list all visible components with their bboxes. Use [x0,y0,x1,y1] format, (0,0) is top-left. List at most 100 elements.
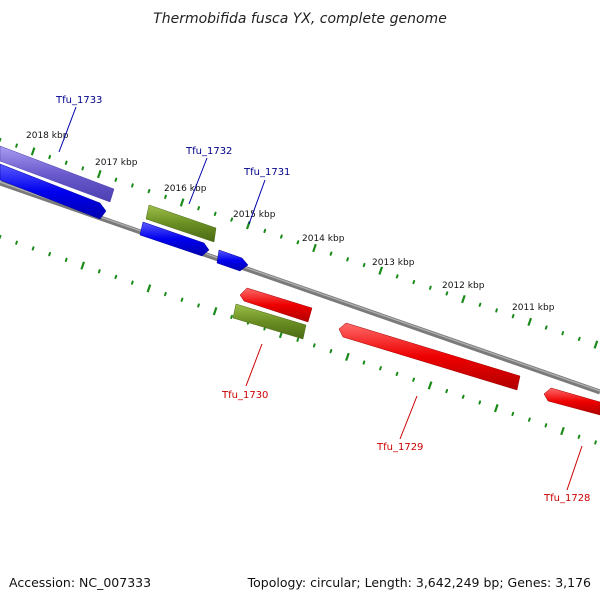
gene-feature-arrow[interactable] [543,387,600,416]
scale-minor-tick [131,280,134,285]
forward-scale-ticks [0,137,599,349]
scale-minor-tick [362,262,366,268]
scale-major-tick [378,266,384,275]
scale-minor-tick [114,274,118,280]
scale-minor-tick [478,302,482,307]
scale-minor-tick [412,377,415,382]
kbp-label: 2013 kbp [372,258,415,268]
scale-major-tick [212,307,218,316]
scale-major-tick [312,243,317,253]
scale-minor-tick [495,308,498,313]
scale-minor-tick [114,177,118,182]
gene-label-tfu-1728[interactable]: Tfu_1728 [543,493,590,504]
scale-major-tick [461,294,466,304]
scale-major-tick [560,426,565,436]
scale-minor-tick [230,217,234,222]
kbp-label: 2017 kbp [95,158,138,168]
scale-minor-tick [461,394,465,399]
scale-major-tick [527,317,533,326]
scale-minor-tick [164,291,167,297]
scale-minor-tick [544,325,548,330]
genome-stats-text: Topology: circular; Length: 3,642,249 bp… [247,575,591,590]
scale-minor-tick [312,343,316,348]
leader-line [399,395,418,440]
scale-major-tick [96,169,102,179]
kbp-label: 2016 kbp [164,184,207,194]
kbp-label: 2011 kbp [512,303,555,313]
gene-feature-arrow[interactable] [0,163,107,220]
scale-minor-tick [528,417,531,422]
scale-minor-tick [15,143,18,148]
gene-label-tfu-1729[interactable]: Tfu_1729 [376,442,423,453]
gene-feature-arrow[interactable] [216,249,249,272]
scale-minor-tick [577,434,581,439]
scale-minor-tick [429,285,432,290]
scale-minor-tick [544,423,548,428]
scale-major-tick [179,198,185,207]
scale-major-tick [427,381,433,390]
gene-label-tfu-1731[interactable]: Tfu_1731 [243,167,290,178]
scale-minor-tick [445,389,449,394]
scale-minor-tick [511,314,515,319]
scale-minor-tick [263,228,267,234]
scale-minor-tick [329,251,333,256]
scale-minor-tick [445,291,449,296]
leader-line [188,157,208,205]
scale-minor-tick [561,331,565,336]
scale-minor-tick [48,154,51,160]
map-title: Thermobifida fusca YX, complete genome [153,11,447,27]
scale-minor-tick [147,189,151,194]
scale-major-tick [593,340,599,349]
gene-feature-arrow[interactable] [239,287,313,323]
kbp-label: 2012 kbp [442,281,485,291]
gene-label-tfu-1732[interactable]: Tfu_1732 [185,146,232,157]
scale-minor-tick [511,411,515,417]
scale-minor-tick [395,371,399,377]
scale-minor-tick [197,206,200,211]
gene-labels: Tfu_1733 Tfu_1732 Tfu_1731 Tfu_1730 Tfu_… [55,95,590,504]
scale-minor-tick [362,360,366,365]
gene-features [0,145,600,416]
kbp-label: 2018 kbp [26,131,69,141]
scale-minor-tick [478,400,482,405]
kbp-label: 2014 kbp [302,234,345,244]
scale-minor-tick [296,337,300,342]
gene-label-leaders [58,106,583,491]
leader-line [566,445,583,491]
gene-feature-arrow[interactable] [0,145,115,203]
scale-major-tick [30,147,36,156]
gene-feature-arrow[interactable] [338,322,521,391]
scale-minor-tick [31,246,35,251]
scale-major-tick [80,261,86,270]
scale-minor-tick [180,297,184,302]
scale-minor-tick [594,440,597,445]
kbp-label: 2015 kbp [233,210,276,220]
gene-label-tfu-1733[interactable]: Tfu_1733 [55,95,102,106]
gene-feature-arrow[interactable] [145,204,217,243]
scale-major-tick [345,352,350,361]
scale-minor-tick [197,303,200,308]
gene-feature-arrow[interactable] [232,303,307,340]
gene-label-tfu-1730[interactable]: Tfu_1730 [221,390,268,401]
scale-minor-tick [64,160,68,165]
scale-minor-tick [577,336,581,341]
scale-minor-tick [379,366,382,371]
scale-major-tick [493,404,499,413]
scale-minor-tick [131,183,134,188]
scale-minor-tick [230,314,233,319]
gene-feature-arrow[interactable] [139,221,210,257]
scale-minor-tick [412,279,416,285]
scale-minor-tick [213,211,217,216]
leader-line [248,179,266,225]
scale-major-tick [146,284,152,293]
accession-text: Accession: NC_007333 [9,575,151,590]
scale-minor-tick [48,252,51,257]
scale-minor-tick [81,166,85,171]
leader-line [58,106,77,153]
leader-line [245,343,263,387]
reverse-scale-ticks [0,234,597,445]
kbp-scale-labels: 2018 kbp 2017 kbp 2016 kbp 2015 kbp 2014… [26,131,555,313]
scale-minor-tick [164,194,167,199]
scale-minor-tick [346,257,349,262]
